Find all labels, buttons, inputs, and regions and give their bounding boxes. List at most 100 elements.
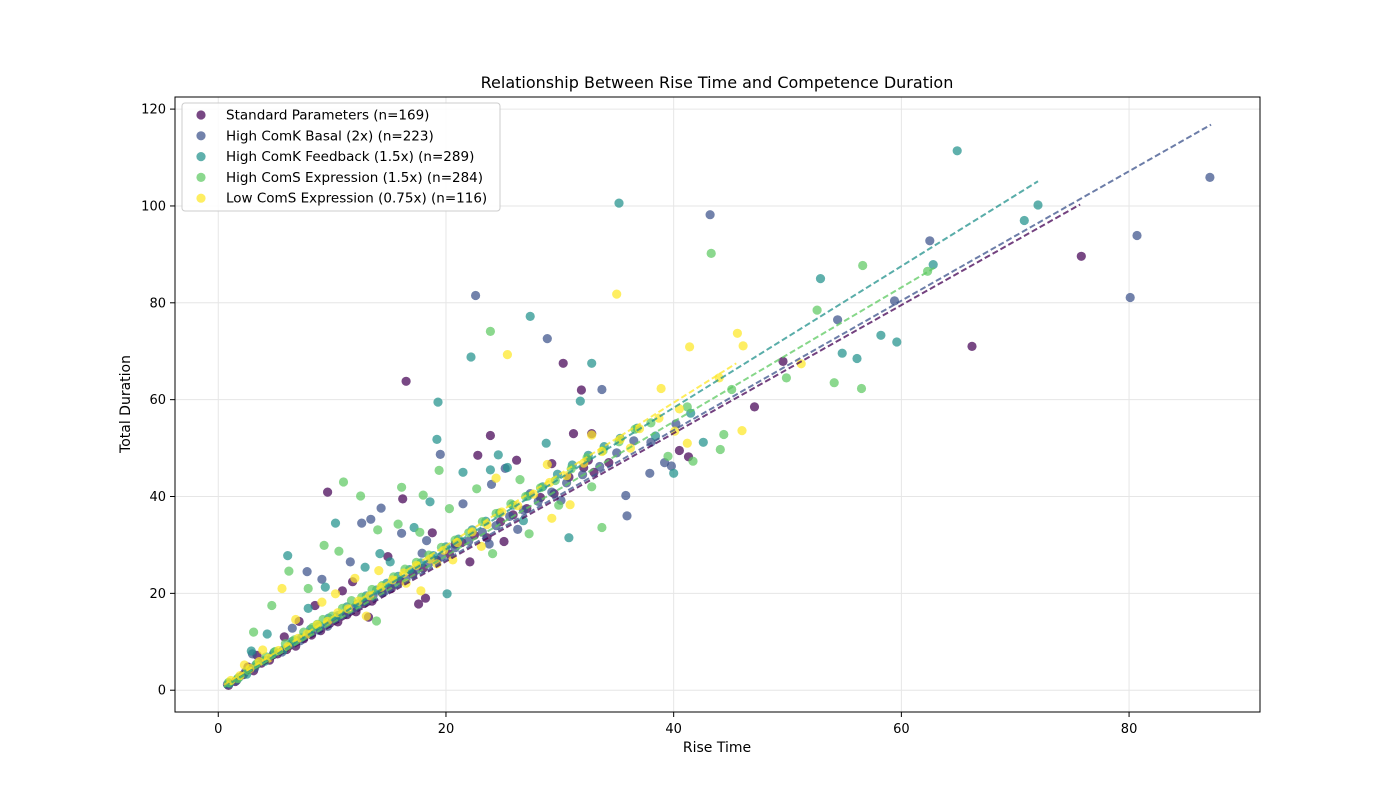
data-point-series-4 [374, 566, 384, 576]
y-tick-label: 100 [141, 199, 166, 214]
data-point-series-4 [258, 645, 268, 655]
data-point-series-2 [246, 646, 256, 656]
data-point-series-0 [558, 358, 568, 368]
y-tick-label: 60 [149, 393, 166, 408]
y-tick-label: 40 [149, 490, 166, 505]
data-point-series-1 [287, 623, 297, 633]
data-point-series-1 [422, 536, 432, 546]
data-point-series-4 [317, 597, 327, 607]
data-point-series-2 [502, 462, 512, 473]
data-point-series-2 [837, 348, 847, 358]
data-point-series-1 [357, 518, 367, 528]
legend-label-series-4: Low ComS Expression (0.75x) (n=116) [226, 191, 487, 207]
data-point-series-3 [472, 484, 482, 494]
data-point-series-2 [952, 146, 962, 156]
x-tick-label: 0 [214, 722, 222, 737]
data-point-series-1 [513, 524, 523, 535]
data-point-series-0 [398, 494, 408, 504]
y-axis-label: Total Duration [118, 355, 134, 454]
data-point-series-1 [302, 567, 312, 577]
data-point-series-3 [485, 326, 495, 336]
x-tick-label: 20 [438, 722, 455, 737]
data-point-series-3 [524, 529, 534, 539]
data-point-series-4 [732, 328, 743, 338]
trend-line-series-3 [223, 267, 935, 688]
data-point-series-0 [749, 402, 760, 412]
data-point-series-1 [1125, 292, 1135, 303]
y-tick-label: 80 [149, 296, 166, 311]
trend-line-series-1 [223, 123, 1212, 687]
trend-line-series-4 [223, 362, 737, 686]
data-point-series-3 [434, 465, 444, 475]
data-point-series-0 [485, 430, 495, 441]
data-point-series-1 [376, 503, 386, 513]
data-point-series-3 [554, 500, 564, 510]
data-point-series-2 [1019, 215, 1029, 226]
data-point-series-4 [350, 573, 360, 583]
data-point-series-1 [925, 236, 935, 246]
data-point-series-1 [397, 528, 407, 538]
data-point-series-4 [738, 341, 748, 351]
data-point-series-2 [614, 198, 624, 208]
x-axis-ticks: 0 20 40 60 80 [214, 712, 1137, 737]
data-point-series-2 [283, 551, 293, 561]
data-points [222, 123, 1215, 691]
data-point-series-4 [361, 611, 371, 621]
trend-line-series-0 [223, 203, 1081, 688]
data-point-series-3 [249, 627, 259, 637]
data-point-series-3 [415, 527, 425, 537]
x-axis-label: Rise Time [683, 740, 751, 756]
data-point-series-3 [719, 429, 729, 440]
legend-label-series-0: Standard Parameters (n=169) [226, 108, 429, 124]
data-point-series-2 [262, 629, 272, 639]
data-point-series-3 [373, 525, 383, 535]
data-point-series-4 [476, 541, 486, 552]
legend-label-series-3: High ComS Expression (1.5x) (n=284) [226, 170, 483, 186]
data-point-series-1 [645, 468, 655, 478]
data-point-series-1 [477, 527, 487, 537]
data-point-series-3 [566, 464, 576, 474]
data-point-series-2 [564, 533, 574, 543]
data-point-series-1 [317, 574, 327, 584]
data-point-series-1 [547, 487, 557, 497]
data-point-series-4 [685, 342, 695, 352]
data-point-series-2 [360, 562, 370, 572]
data-point-series-2 [493, 450, 503, 460]
data-point-series-3 [858, 260, 868, 271]
data-point-series-4 [448, 555, 458, 565]
legend-box [181, 102, 501, 212]
data-point-series-2 [303, 603, 313, 614]
data-point-series-2 [425, 497, 435, 507]
data-point-series-1 [486, 479, 497, 489]
data-point-series-3 [284, 566, 294, 576]
data-point-series-2 [458, 467, 468, 477]
data-point-series-3 [444, 504, 454, 514]
data-point-series-0 [337, 586, 347, 596]
data-point-series-1 [666, 461, 677, 471]
data-point-series-3 [682, 402, 692, 412]
data-point-series-0 [778, 356, 788, 366]
data-point-series-3 [319, 540, 329, 551]
data-point-series-3 [829, 378, 839, 388]
data-point-series-2 [892, 337, 902, 347]
y-tick-label: 120 [141, 103, 166, 118]
data-point-series-0 [420, 593, 431, 603]
data-point-series-4 [547, 513, 557, 523]
data-point-series-4 [291, 614, 301, 625]
data-point-series-2 [432, 434, 442, 444]
data-point-series-1 [833, 315, 843, 325]
data-point-series-0 [967, 341, 977, 351]
data-point-series-4 [656, 383, 666, 394]
data-point-series-0 [427, 528, 437, 538]
data-point-series-0 [414, 599, 424, 609]
data-point-series-4 [491, 473, 501, 483]
data-point-series-3 [488, 549, 498, 559]
data-point-series-2 [852, 353, 862, 364]
data-point-series-0 [499, 536, 509, 547]
data-point-series-2 [320, 582, 330, 592]
data-point-series-0 [465, 557, 475, 567]
data-point-series-3 [371, 616, 382, 626]
data-point-series-3 [663, 451, 673, 461]
data-point-series-3 [356, 491, 366, 501]
data-point-series-4 [545, 477, 555, 488]
